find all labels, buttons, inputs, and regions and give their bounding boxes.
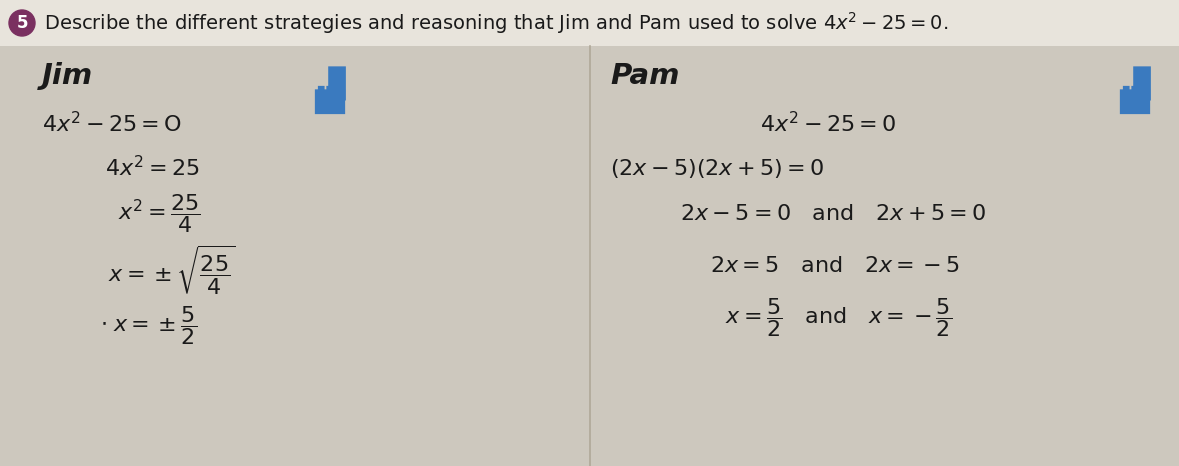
- Text: 5: 5: [17, 14, 28, 32]
- Text: $2x = 5 \quad \mathrm{and} \quad 2x = -5$: $2x = 5 \quad \mathrm{and} \quad 2x = -5…: [710, 256, 960, 276]
- Text: $4x^2 - 25 = 0$: $4x^2 - 25 = 0$: [760, 111, 896, 137]
- Text: $2x - 5 = 0 \quad \mathrm{and} \quad 2x + 5 = 0$: $2x - 5 = 0 \quad \mathrm{and} \quad 2x …: [680, 204, 987, 224]
- FancyBboxPatch shape: [335, 86, 342, 96]
- Text: $\cdot\; x = \pm\dfrac{5}{2}$: $\cdot\; x = \pm\dfrac{5}{2}$: [100, 304, 197, 348]
- FancyBboxPatch shape: [1120, 89, 1151, 114]
- FancyBboxPatch shape: [1133, 66, 1151, 101]
- FancyBboxPatch shape: [0, 46, 1179, 466]
- FancyBboxPatch shape: [0, 0, 1179, 46]
- Text: $x = \pm\sqrt{\dfrac{25}{4}}$: $x = \pm\sqrt{\dfrac{25}{4}}$: [108, 243, 236, 297]
- Circle shape: [9, 10, 35, 36]
- Text: $(2x - 5)(2x + 5) = 0$: $(2x - 5)(2x + 5) = 0$: [610, 157, 824, 179]
- FancyBboxPatch shape: [328, 66, 345, 101]
- Text: Jim: Jim: [42, 62, 93, 90]
- FancyBboxPatch shape: [1140, 86, 1146, 96]
- FancyBboxPatch shape: [1132, 86, 1138, 96]
- Text: $4x^2 - 25 = \mathrm{O}$: $4x^2 - 25 = \mathrm{O}$: [42, 111, 182, 137]
- FancyBboxPatch shape: [327, 86, 332, 96]
- FancyBboxPatch shape: [318, 86, 324, 96]
- Text: $x = \dfrac{5}{2} \quad \mathrm{and} \quad x = -\dfrac{5}{2}$: $x = \dfrac{5}{2} \quad \mathrm{and} \qu…: [725, 296, 953, 339]
- FancyBboxPatch shape: [315, 89, 345, 114]
- Text: $x^2 = \dfrac{25}{4}$: $x^2 = \dfrac{25}{4}$: [118, 192, 200, 235]
- Text: Describe the different strategies and reasoning that Jim and Pam used to solve $: Describe the different strategies and re…: [44, 10, 948, 36]
- Text: Pam: Pam: [610, 62, 679, 90]
- Text: $4x^2 = 25$: $4x^2 = 25$: [105, 155, 199, 181]
- FancyBboxPatch shape: [1122, 86, 1129, 96]
